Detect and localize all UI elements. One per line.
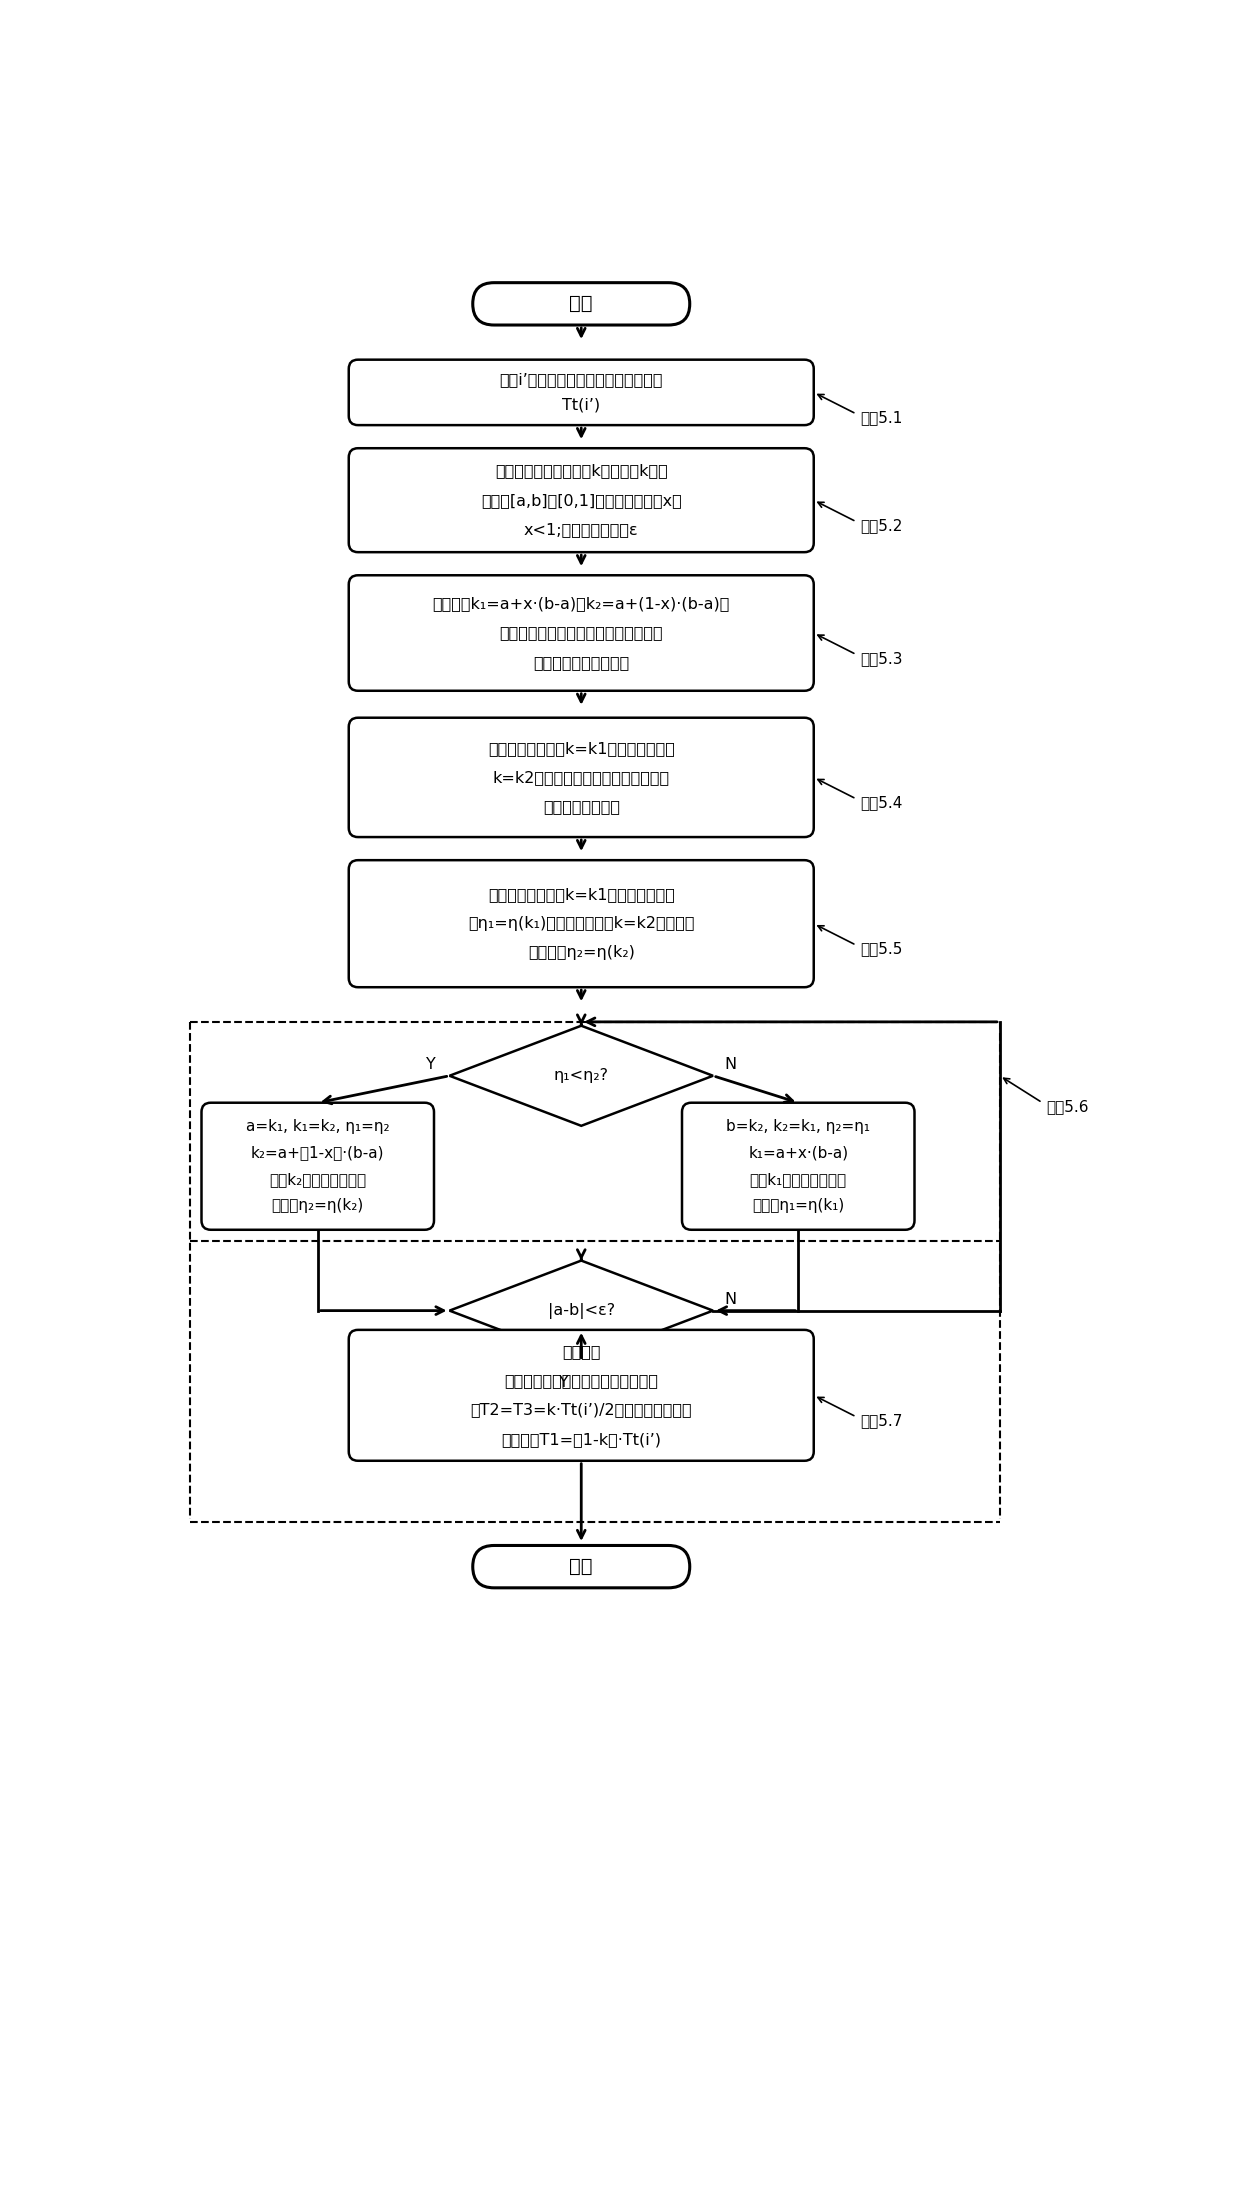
Text: Y: Y (559, 1376, 569, 1389)
Text: 根据k₁分配转矩，计算: 根据k₁分配转矩，计算 (750, 1172, 847, 1188)
FancyBboxPatch shape (472, 283, 689, 325)
Text: 计算i’时刻三个驱动电机的目标总转矩: 计算i’时刻三个驱动电机的目标总转矩 (500, 373, 663, 386)
Text: 设定转矩优化分配系数k，初始化k的搜: 设定转矩优化分配系数k，初始化k的搜 (495, 464, 667, 479)
FancyBboxPatch shape (201, 1102, 434, 1230)
Text: b=k₂, k₂=k₁, η₂=η₁: b=k₂, k₂=k₁, η₂=η₁ (727, 1119, 870, 1135)
Text: N: N (724, 1292, 737, 1307)
Text: |a-b|<ε?: |a-b|<ε? (548, 1303, 615, 1318)
Polygon shape (449, 1261, 713, 1360)
Text: 步骤5.3: 步骤5.3 (861, 651, 903, 667)
Text: 率、实时输出功率: 率、实时输出功率 (543, 799, 620, 815)
Text: 开始: 开始 (569, 294, 593, 314)
Text: 结束: 结束 (569, 1557, 593, 1577)
Text: 步骤5.6: 步骤5.6 (1047, 1100, 1089, 1115)
FancyBboxPatch shape (472, 1546, 689, 1588)
Text: 分别按照k₁=a+x·(b-a)，k₂=a+(1-x)·(b-a)，: 分别按照k₁=a+x·(b-a)，k₂=a+(1-x)·(b-a)， (433, 596, 730, 612)
Text: 步骤5.2: 步骤5.2 (861, 519, 903, 532)
Text: 出转矩为T1=（1-k）·Tt(i’): 出转矩为T1=（1-k）·Tt(i’) (501, 1431, 661, 1446)
Text: 根据k₂分配转矩，计算: 根据k₂分配转矩，计算 (269, 1172, 366, 1188)
Text: 值η₁=η(k₁)和转矩分配系数k=k2时的实时: 值η₁=η(k₁)和转矩分配系数k=k2时的实时 (467, 916, 694, 932)
Text: N: N (724, 1058, 737, 1071)
Text: 步骤5.5: 步骤5.5 (861, 941, 903, 956)
Text: 步骤5.4: 步骤5.4 (861, 795, 903, 810)
Text: 左前轮和右前轮驱动的电机输出转矩: 左前轮和右前轮驱动的电机输出转矩 (505, 1373, 658, 1389)
Text: 总效率η₂=η(k₂): 总效率η₂=η(k₂) (272, 1199, 363, 1212)
FancyBboxPatch shape (348, 360, 813, 426)
Text: 为T2=T3=k·Tt(i’)/2，后轴驱动电机输: 为T2=T3=k·Tt(i’)/2，后轴驱动电机输 (470, 1402, 692, 1418)
Text: Tt(i’): Tt(i’) (562, 397, 600, 413)
Text: a=k₁, k₁=k₂, η₁=η₂: a=k₁, k₁=k₂, η₁=η₂ (246, 1119, 389, 1135)
Text: 总效率η₁=η(k₁): 总效率η₁=η(k₁) (753, 1199, 844, 1212)
Text: Y: Y (425, 1058, 435, 1071)
Text: η₁<η₂?: η₁<η₂? (554, 1069, 609, 1084)
Text: 的实时输出的目标转矩: 的实时输出的目标转矩 (533, 656, 630, 669)
FancyBboxPatch shape (348, 576, 813, 691)
Text: 计算两个前轮驱动电机和后轴驱动电机: 计算两个前轮驱动电机和后轴驱动电机 (500, 625, 663, 640)
FancyBboxPatch shape (348, 1329, 813, 1462)
Text: k=k2时，三个驱动电机的实时输入功: k=k2时，三个驱动电机的实时输入功 (492, 771, 670, 784)
Text: 计算转矩分配系数k=k1时的实时总效率: 计算转矩分配系数k=k1时的实时总效率 (487, 888, 675, 901)
Text: 结束搜索: 结束搜索 (562, 1345, 600, 1358)
FancyBboxPatch shape (682, 1102, 915, 1230)
Text: k₂=a+（1-x）·(b-a): k₂=a+（1-x）·(b-a) (250, 1146, 384, 1161)
Text: 索区间[a,b]为[0,1]，设定搜索比例x，: 索区间[a,b]为[0,1]，设定搜索比例x， (481, 492, 682, 508)
Text: 步骤5.7: 步骤5.7 (861, 1413, 903, 1429)
FancyBboxPatch shape (348, 861, 813, 987)
Text: x<1;搜索收敛精度为ε: x<1;搜索收敛精度为ε (525, 521, 639, 537)
Text: 计算转矩分配系数k=k1和转矩分配系数: 计算转矩分配系数k=k1和转矩分配系数 (487, 740, 675, 755)
FancyBboxPatch shape (348, 448, 813, 552)
Text: 总效率值η₂=η(k₂): 总效率值η₂=η(k₂) (528, 945, 635, 960)
Polygon shape (449, 1027, 713, 1126)
Text: k₁=a+x·(b-a): k₁=a+x·(b-a) (748, 1146, 848, 1161)
Text: 步骤5.1: 步骤5.1 (861, 411, 903, 426)
FancyBboxPatch shape (348, 718, 813, 837)
